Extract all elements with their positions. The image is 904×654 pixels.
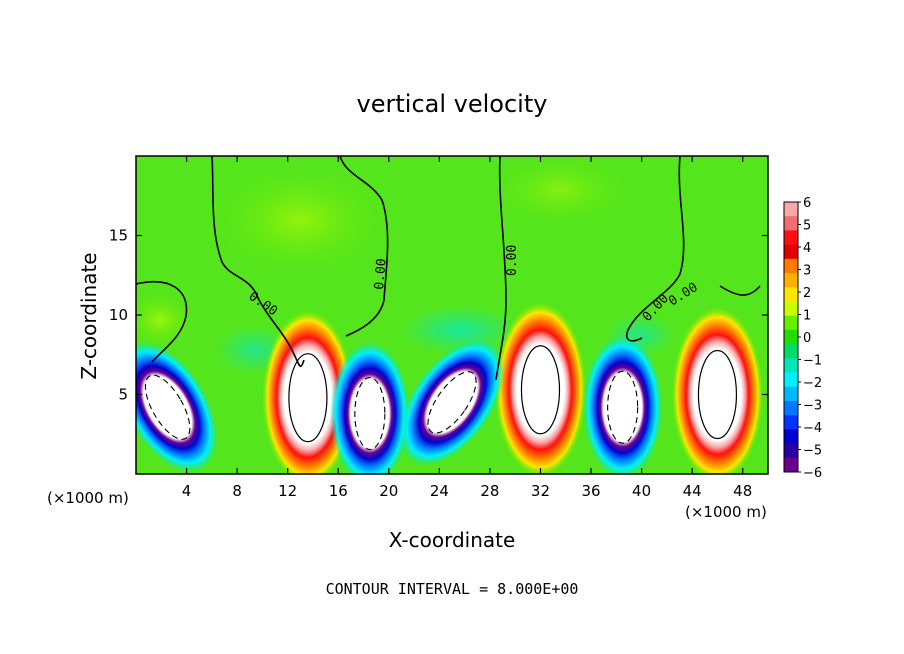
x-tick-label: 28 <box>480 482 499 500</box>
x-axis-unit-right: (×1000 m) <box>685 503 767 521</box>
colorbar-label: 2 <box>803 286 811 301</box>
zero-contour-line <box>339 156 389 337</box>
colorbar-label: 6 <box>803 196 811 211</box>
colorbar-swatch <box>784 329 798 345</box>
colorbar-label: −5 <box>803 444 822 459</box>
x-axis-unit-left: (×1000 m) <box>47 489 129 507</box>
x-tick-label: 40 <box>632 482 651 500</box>
downdraft-contour <box>607 370 639 444</box>
colorbar-swatch <box>784 358 798 374</box>
updraft-cell <box>494 301 587 474</box>
zero-contour-line <box>136 280 188 363</box>
zero-contour-line <box>719 285 761 296</box>
colorbar-swatch <box>784 216 798 231</box>
updraft-cell <box>671 306 764 474</box>
downdraft-cell <box>582 335 663 474</box>
colorbar-swatch <box>784 386 798 402</box>
colorbar-swatch <box>784 372 798 388</box>
colorbar-label: −4 <box>803 421 822 436</box>
zero-contour-line <box>211 156 305 368</box>
field-patch <box>490 156 630 225</box>
x-tick-label: 8 <box>232 482 242 500</box>
colorbar-label: 3 <box>803 264 811 279</box>
x-axis: 4 8 12 16 20 24 28 32 36 40 44 48 <box>182 156 752 500</box>
y-tick-label: 15 <box>109 227 128 245</box>
x-tick-label: 36 <box>581 482 600 500</box>
colorbar-swatch <box>784 273 798 288</box>
colorbar-label: −6 <box>803 466 822 481</box>
updraft-contour <box>520 345 561 435</box>
downdraft-contour <box>144 374 191 440</box>
colorbar-swatch <box>784 244 798 260</box>
x-tick-label: 16 <box>329 482 348 500</box>
zero-contours <box>136 156 761 381</box>
colorbar-label: −3 <box>803 399 822 414</box>
field-patch <box>136 290 195 350</box>
y-tick-label: 5 <box>118 386 128 404</box>
x-axis-label: X-coordinate <box>389 528 516 552</box>
colorbar-swatch <box>784 443 798 459</box>
colorbar-swatch <box>784 258 798 274</box>
x-tick-label: 44 <box>683 482 702 500</box>
contour-label: 0.00 <box>505 245 520 276</box>
contour-label: 0.00 <box>372 258 390 291</box>
downdraft-contour <box>427 371 477 434</box>
x-tick-label: 20 <box>379 482 398 500</box>
colorbar-swatch <box>784 344 798 359</box>
y-axis: 5 10 15 <box>109 227 768 404</box>
downdraft-cell <box>136 341 218 473</box>
plot-field <box>136 156 768 474</box>
downdraft-contour <box>354 377 386 451</box>
updraft-contour <box>288 353 328 443</box>
updraft-contour <box>697 349 738 440</box>
zero-contour-line <box>495 156 507 381</box>
updraft-cell <box>261 309 354 474</box>
downdraft-cell <box>399 339 505 466</box>
colorbar-swatch <box>784 230 798 246</box>
x-tick-label: 24 <box>430 482 449 500</box>
x-tick-label: 4 <box>182 482 192 500</box>
chart-title: vertical velocity <box>357 90 548 118</box>
colorbar-label: 5 <box>803 219 811 234</box>
y-tick-label: 10 <box>109 306 128 324</box>
colorbar: 6 5 4 3 2 1 0 −1 −2 −3 −4 −5 −6 <box>783 196 822 481</box>
colorbar-swatch <box>784 457 798 473</box>
contour-interval-note: CONTOUR INTERVAL = 8.000E+00 <box>326 580 579 598</box>
colorbar-label: −2 <box>803 376 822 391</box>
downdraft-cell <box>329 341 410 474</box>
x-tick-label: 48 <box>733 482 752 500</box>
colorbar-swatch <box>784 202 798 217</box>
colorbar-swatch <box>784 429 798 445</box>
colorbar-swatch <box>784 415 798 430</box>
colorbar-swatch <box>784 400 798 416</box>
colorbar-label: 1 <box>803 309 811 324</box>
colorbar-swatch <box>784 287 798 302</box>
zero-contour-line <box>626 156 685 342</box>
colorbar-label: 0 <box>803 331 811 346</box>
y-axis-label: Z-coordinate <box>77 252 101 379</box>
colorbar-label: 4 <box>803 241 811 256</box>
colorbar-swatch <box>784 315 798 331</box>
x-tick-label: 12 <box>278 482 297 500</box>
colorbar-swatch <box>784 301 798 317</box>
colorbar-label: −1 <box>803 354 822 369</box>
x-tick-label: 32 <box>531 482 550 500</box>
velocity-cells <box>136 301 764 474</box>
field-patch <box>210 165 390 275</box>
